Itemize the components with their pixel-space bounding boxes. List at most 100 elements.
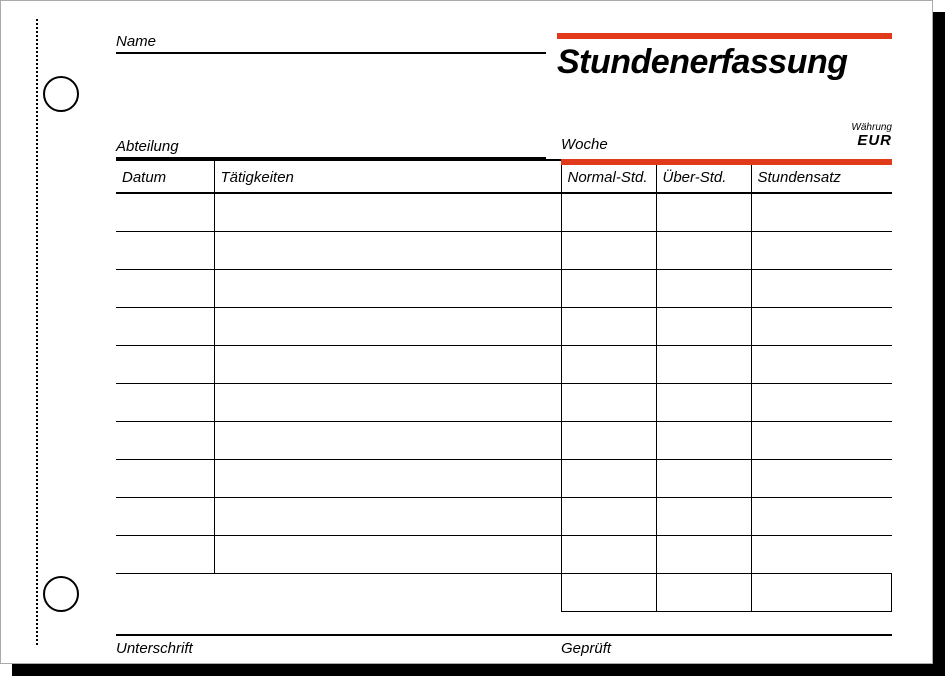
form-content: Name Stundenerfassung Abteilung Woche Wä… xyxy=(116,33,892,643)
cell-taet[interactable] xyxy=(214,307,561,345)
timesheet-table: Datum Tätigkeiten Normal-Std. Über-Std. … xyxy=(116,159,892,612)
cell-datum[interactable] xyxy=(116,421,214,459)
cell-datum[interactable] xyxy=(116,459,214,497)
cell-norm[interactable] xyxy=(561,269,656,307)
accent-bar-top xyxy=(557,33,892,39)
sum-spacer xyxy=(214,573,561,611)
cell-datum[interactable] xyxy=(116,535,214,573)
cell-datum[interactable] xyxy=(116,193,214,231)
cell-satz[interactable] xyxy=(751,421,892,459)
table-row xyxy=(116,421,892,459)
cell-taet[interactable] xyxy=(214,383,561,421)
cell-satz[interactable] xyxy=(751,307,892,345)
currency-block: Währung EUR xyxy=(851,123,892,150)
title-block: Stundenerfassung xyxy=(557,33,892,81)
table-body xyxy=(116,193,892,611)
cell-ueber[interactable] xyxy=(656,497,751,535)
accent-bar-bottom xyxy=(561,159,892,165)
header-row: Name Stundenerfassung xyxy=(116,33,892,123)
sub-header-row: Abteilung Woche Währung EUR xyxy=(116,123,892,159)
cell-datum[interactable] xyxy=(116,383,214,421)
cell-norm[interactable] xyxy=(561,345,656,383)
sum-spacer xyxy=(116,573,214,611)
name-field: Name xyxy=(116,33,546,54)
form-page: Name Stundenerfassung Abteilung Woche Wä… xyxy=(0,0,933,664)
cell-norm[interactable] xyxy=(561,307,656,345)
cell-satz[interactable] xyxy=(751,193,892,231)
table-row xyxy=(116,269,892,307)
cell-satz[interactable] xyxy=(751,345,892,383)
footer-row: Unterschrift Geprüft xyxy=(116,634,892,657)
cell-taet[interactable] xyxy=(214,421,561,459)
cell-ueber[interactable] xyxy=(656,383,751,421)
table-row xyxy=(116,231,892,269)
sum-satz[interactable] xyxy=(751,573,892,611)
table-row xyxy=(116,307,892,345)
cell-taet[interactable] xyxy=(214,269,561,307)
abteilung-underline[interactable] xyxy=(116,137,546,159)
abteilung-label: Abteilung xyxy=(116,138,179,155)
cell-satz[interactable] xyxy=(751,269,892,307)
cell-ueber[interactable] xyxy=(656,307,751,345)
table-row xyxy=(116,535,892,573)
table-row xyxy=(116,345,892,383)
cell-satz[interactable] xyxy=(751,231,892,269)
timesheet-table-wrap: Datum Tätigkeiten Normal-Std. Über-Std. … xyxy=(116,159,892,612)
cell-ueber[interactable] xyxy=(656,535,751,573)
perforation-line xyxy=(36,19,38,645)
perforation-column xyxy=(1,1,57,663)
punch-hole-icon xyxy=(43,76,79,112)
cell-norm[interactable] xyxy=(561,535,656,573)
cell-ueber[interactable] xyxy=(656,231,751,269)
cell-norm[interactable] xyxy=(561,497,656,535)
cell-datum[interactable] xyxy=(116,345,214,383)
cell-taet[interactable] xyxy=(214,345,561,383)
cell-datum[interactable] xyxy=(116,231,214,269)
cell-satz[interactable] xyxy=(751,535,892,573)
cell-norm[interactable] xyxy=(561,193,656,231)
cell-norm[interactable] xyxy=(561,459,656,497)
currency-label: Währung xyxy=(851,123,892,133)
cell-taet[interactable] xyxy=(214,231,561,269)
geprueft-label: Geprüft xyxy=(561,640,611,657)
unterschrift-field[interactable]: Unterschrift xyxy=(116,634,561,657)
cell-norm[interactable] xyxy=(561,231,656,269)
cell-ueber[interactable] xyxy=(656,193,751,231)
cell-satz[interactable] xyxy=(751,459,892,497)
punch-hole-icon xyxy=(43,576,79,612)
cell-ueber[interactable] xyxy=(656,269,751,307)
col-datum-header: Datum xyxy=(116,160,214,193)
woche-label: Woche xyxy=(561,136,608,153)
page-shadow-bottom xyxy=(12,664,945,676)
cell-taet[interactable] xyxy=(214,193,561,231)
sum-row xyxy=(116,573,892,611)
name-label: Name xyxy=(116,33,546,50)
col-taetigkeiten-header: Tätigkeiten xyxy=(214,160,561,193)
form-title: Stundenerfassung xyxy=(557,45,892,81)
woche-currency-block: Woche Währung EUR xyxy=(561,123,892,159)
sum-normal[interactable] xyxy=(561,573,656,611)
cell-norm[interactable] xyxy=(561,421,656,459)
table-row xyxy=(116,459,892,497)
cell-satz[interactable] xyxy=(751,497,892,535)
page-shadow-right xyxy=(933,12,945,668)
sum-ueber[interactable] xyxy=(656,573,751,611)
cell-taet[interactable] xyxy=(214,497,561,535)
cell-satz[interactable] xyxy=(751,383,892,421)
cell-taet[interactable] xyxy=(214,459,561,497)
cell-ueber[interactable] xyxy=(656,345,751,383)
unterschrift-label: Unterschrift xyxy=(116,640,193,657)
table-row xyxy=(116,383,892,421)
cell-ueber[interactable] xyxy=(656,421,751,459)
cell-norm[interactable] xyxy=(561,383,656,421)
cell-ueber[interactable] xyxy=(656,459,751,497)
geprueft-field[interactable]: Geprüft xyxy=(561,634,892,657)
name-underline[interactable] xyxy=(116,52,546,54)
cell-datum[interactable] xyxy=(116,497,214,535)
cell-taet[interactable] xyxy=(214,535,561,573)
cell-datum[interactable] xyxy=(116,269,214,307)
table-row xyxy=(116,497,892,535)
abteilung-field: Abteilung xyxy=(116,137,546,159)
table-row xyxy=(116,193,892,231)
cell-datum[interactable] xyxy=(116,307,214,345)
